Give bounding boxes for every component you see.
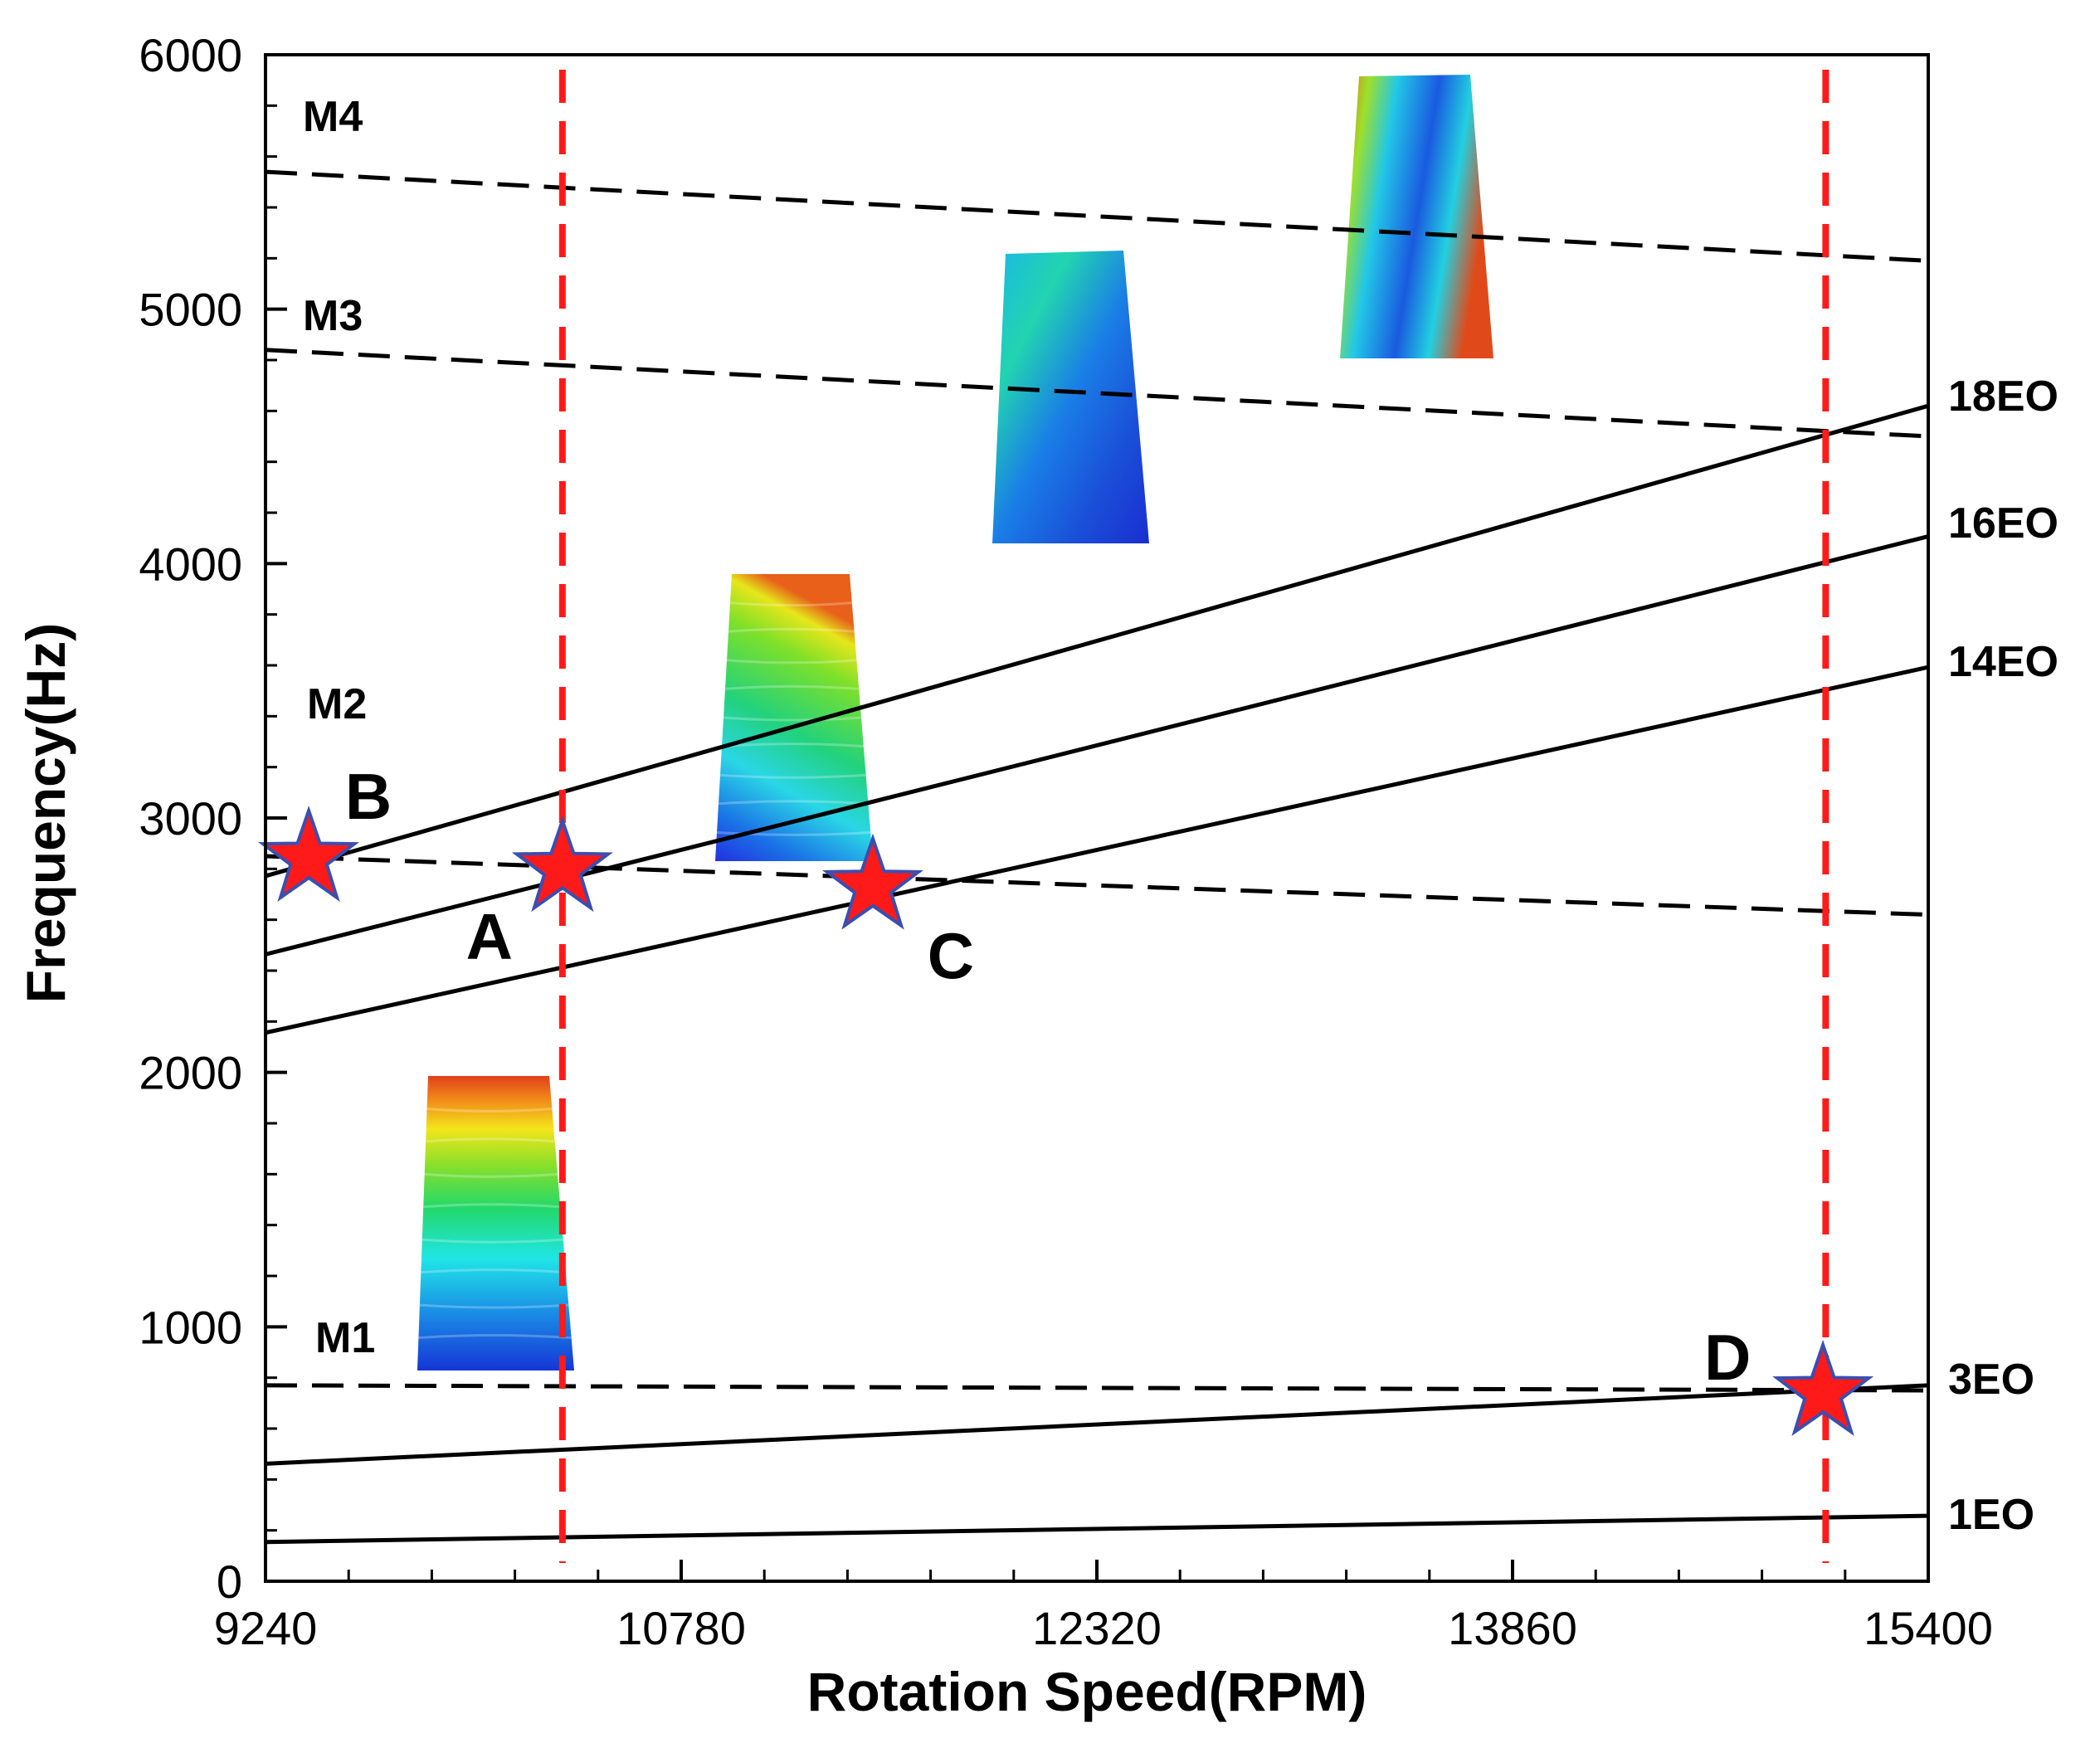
eo-label-1eo: 1EO [1948, 1491, 2034, 1539]
mode-line-m1 [265, 1383, 1929, 1393]
y-tick-label: 1000 [139, 1301, 242, 1353]
y-tick-label: 5000 [139, 284, 242, 336]
mode-shape-m2-image-contour [721, 742, 864, 748]
y-tick-label: 6000 [139, 29, 242, 81]
resonance-label-a: A [466, 899, 513, 972]
mode-shape-m1-image [417, 1076, 574, 1371]
eo-label-18eo: 18EO [1948, 372, 2059, 421]
y-tick-label: 4000 [139, 538, 242, 590]
x-tick-label: 9240 [214, 1602, 318, 1654]
x-tick-label: 13860 [1448, 1602, 1577, 1654]
eo-line-18eo [265, 403, 1929, 879]
mode-label-m3: M3 [303, 292, 363, 340]
eo-line-16eo [265, 534, 1929, 957]
eo-line-3eo [265, 1383, 1929, 1466]
mode-shape-m4-image [1340, 75, 1493, 358]
mode-shape-m2-image-contour [724, 684, 860, 690]
tick-labels: 9240 10780 12320 13860 15400 0 1000 2000 3000 400… [139, 29, 1992, 1654]
mode-shape-m1-image-contour [424, 1172, 558, 1178]
resonance-star-c [821, 833, 923, 930]
mode-shape-m1-image-contour [421, 1238, 563, 1244]
mode-shape-m2-image-contour [719, 773, 866, 779]
mode-shape-m2-image-contour [729, 601, 852, 607]
resonance-label-b: B [345, 760, 392, 833]
mode-shape-m2-image-contour [728, 627, 855, 633]
mode-shape-m1-image-contour [421, 1268, 567, 1274]
resonance-star-d [1772, 1339, 1874, 1436]
mode-shape-m3-image [992, 251, 1149, 543]
y-axis-title: Frequency(Hz) [15, 623, 76, 1003]
resonance-star-b [258, 805, 360, 902]
mode-shape-m2-image [715, 574, 873, 861]
series-labels: M1 M2 M3 M4 1EO 3EO 14EO 16EO 18EO A B C D [303, 93, 2059, 1539]
mode-shape-m4-image-fill [1340, 75, 1493, 358]
mode-shape-m2-image-contour [716, 830, 871, 836]
mode-shape-m2-image-contour [723, 716, 862, 722]
mode-shape-m1-image-fill [417, 1076, 574, 1371]
x-tick-label: 15400 [1864, 1602, 1993, 1654]
mode-shape-m1-image-contour [425, 1137, 555, 1143]
mode-line-m2 [265, 854, 1929, 918]
y-tick-label: 0 [217, 1556, 242, 1608]
resonance-markers [258, 805, 1874, 1436]
mode-label-m2: M2 [307, 680, 367, 728]
resonance-label-d: D [1704, 1321, 1751, 1394]
mode-shape-m2-image-contour [718, 800, 869, 806]
mode-shape-m2-image-contour [726, 659, 857, 665]
mode-shape-m1-image-contour [418, 1334, 572, 1340]
x-tick-label: 10780 [616, 1602, 746, 1654]
eo-label-14eo: 14EO [1948, 638, 2059, 686]
eo-line-14eo [265, 665, 1929, 1035]
eo-label-3eo: 3EO [1948, 1356, 2034, 1404]
mode-shape-images [417, 75, 1493, 1371]
mode-shape-m1-image-contour [419, 1303, 569, 1309]
mode-shape-m1-image-contour [426, 1107, 553, 1113]
eo-label-16eo: 16EO [1948, 499, 2059, 548]
mode-shape-m2-image-fill [715, 574, 873, 861]
resonance-label-c: C [928, 919, 974, 992]
plot-frame [264, 53, 1930, 1583]
resonance-star-a [511, 816, 613, 913]
mode-shape-m1-image-contour [423, 1203, 561, 1209]
mode-line-m4 [265, 169, 1929, 263]
x-tick-label: 12320 [1032, 1602, 1162, 1654]
eo-line-1eo [265, 1513, 1929, 1545]
mode-label-m4: M4 [303, 93, 363, 141]
y-tick-label: 3000 [139, 792, 242, 845]
mode-label-m1: M1 [315, 1314, 375, 1362]
y-tick-label: 2000 [139, 1047, 242, 1099]
x-axis-title: Rotation Speed(RPM) [807, 1661, 1367, 1722]
mode-shape-m3-image-fill [992, 251, 1149, 543]
